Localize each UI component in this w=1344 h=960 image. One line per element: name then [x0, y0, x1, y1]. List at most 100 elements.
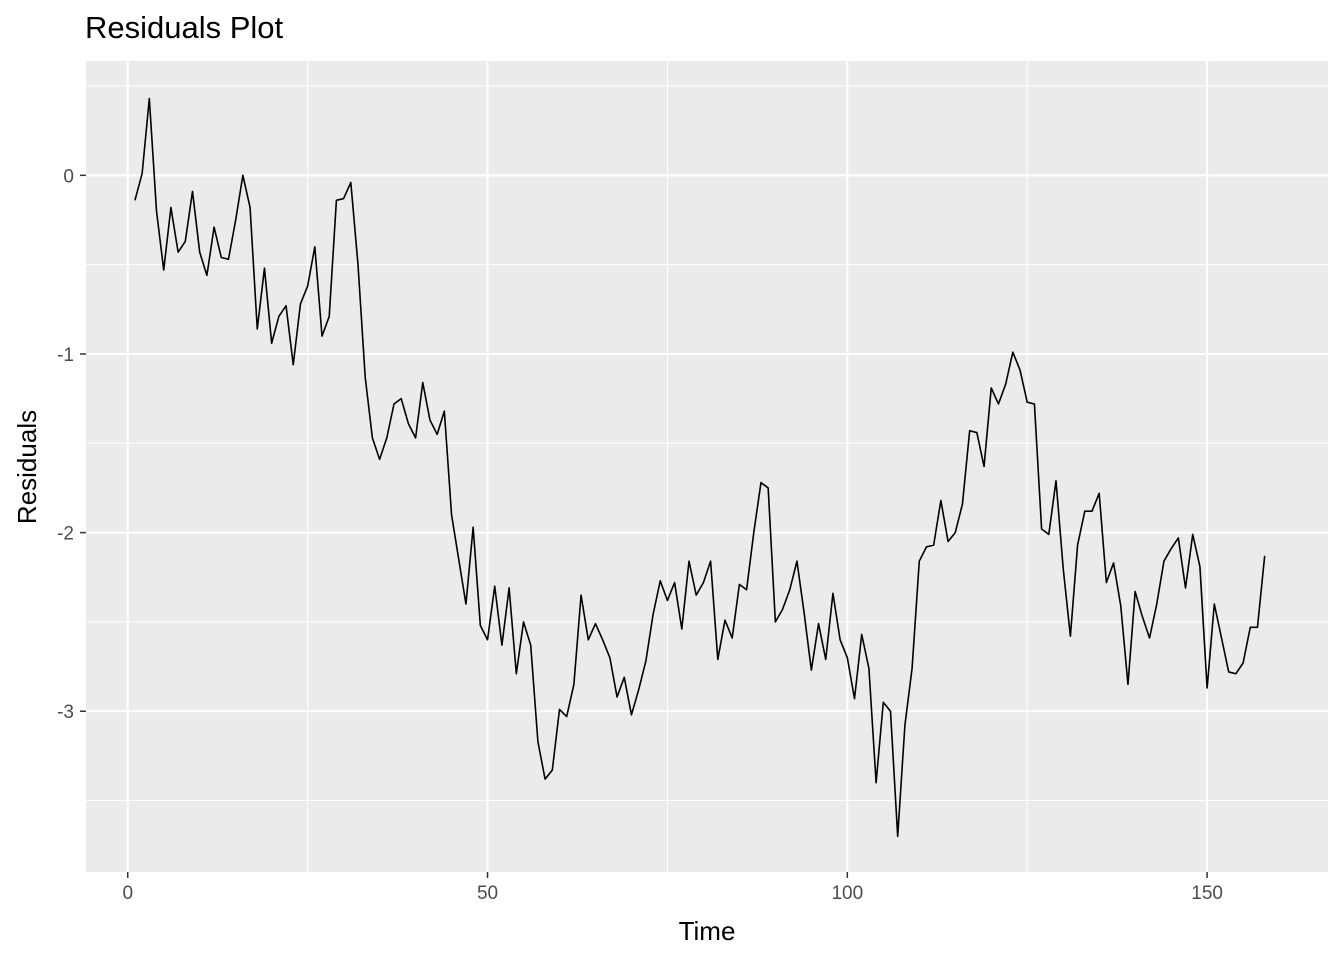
data-point [443, 410, 445, 412]
data-point [746, 589, 748, 591]
y-tick-label: -2 [57, 524, 74, 545]
data-point [451, 514, 453, 516]
data-point [1005, 383, 1007, 385]
data-point [436, 433, 438, 435]
data-point [976, 432, 978, 434]
data-point [1170, 548, 1172, 550]
data-point [666, 599, 668, 601]
x-tick-label: 100 [831, 883, 863, 904]
minor-gridlines [86, 61, 1328, 872]
data-point [422, 382, 424, 384]
data-point [1228, 671, 1230, 673]
data-point [818, 623, 820, 625]
data-point [1249, 626, 1251, 628]
data-point [681, 628, 683, 630]
data-point [1127, 683, 1129, 685]
data-point [940, 499, 942, 501]
data-point [170, 206, 172, 208]
data-point [1235, 673, 1237, 675]
data-point [537, 741, 539, 743]
data-point [328, 315, 330, 317]
data-point [882, 701, 884, 703]
data-point [429, 419, 431, 421]
data-point [875, 782, 877, 784]
data-point [587, 639, 589, 641]
data-point [1041, 528, 1043, 530]
data-point [458, 558, 460, 560]
data-point [551, 769, 553, 771]
data-point [386, 437, 388, 439]
data-point [954, 532, 956, 534]
data-point [630, 714, 632, 716]
data-point [350, 181, 352, 183]
data-point [688, 560, 690, 562]
data-point [925, 546, 927, 548]
data-point [379, 458, 381, 460]
data-point [1206, 687, 1208, 689]
data-point [738, 583, 740, 585]
data-point [933, 544, 935, 546]
data-point [1163, 560, 1165, 562]
y-tick-label: 0 [63, 166, 74, 187]
data-point [861, 633, 863, 635]
data-point [343, 198, 345, 200]
data-point [832, 592, 834, 594]
data-point [1098, 492, 1100, 494]
data-point [515, 673, 517, 675]
data-point [1091, 510, 1093, 512]
y-axis-title: Residuals [12, 410, 42, 524]
data-point [371, 437, 373, 439]
data-point [1113, 562, 1115, 564]
data-point [407, 423, 409, 425]
data-point [1242, 662, 1244, 664]
data-point [1055, 480, 1057, 482]
data-point [256, 328, 258, 330]
x-tick-label: 50 [477, 883, 498, 904]
data-point [889, 710, 891, 712]
data-point [415, 437, 417, 439]
data-point [220, 256, 222, 258]
data-point [523, 621, 525, 623]
data-point [321, 335, 323, 337]
data-point [868, 667, 870, 669]
data-point [191, 190, 193, 192]
data-point [825, 658, 827, 660]
data-point [1264, 555, 1266, 557]
data-point [609, 657, 611, 659]
data-point [990, 387, 992, 389]
data-point [1033, 403, 1035, 405]
data-point [947, 541, 949, 543]
data-point [1141, 616, 1143, 618]
data-point [652, 614, 654, 616]
x-tick-label: 0 [122, 883, 133, 904]
data-point [1012, 351, 1014, 353]
residuals-series-line [134, 97, 1266, 838]
data-point [465, 603, 467, 605]
data-point [695, 594, 697, 596]
data-point [674, 582, 676, 584]
data-point [393, 403, 395, 405]
data-point [141, 173, 143, 175]
plot-panel [86, 61, 1328, 872]
data-point [1213, 603, 1215, 605]
data-point [184, 240, 186, 242]
data-point [494, 585, 496, 587]
data-point [1156, 603, 1158, 605]
data-point [839, 639, 841, 641]
data-point [364, 376, 366, 378]
data-point [1199, 566, 1201, 568]
data-point [263, 267, 265, 269]
x-axis-title: Time [679, 916, 736, 946]
data-point [285, 305, 287, 307]
x-tick-label: 150 [1191, 883, 1223, 904]
data-point [623, 676, 625, 678]
data-point [501, 644, 503, 646]
data-point [235, 219, 237, 221]
data-point [774, 621, 776, 623]
major-gridlines [86, 61, 1328, 872]
data-point [1026, 401, 1028, 403]
data-point [1048, 533, 1050, 535]
data-point [299, 303, 301, 305]
data-point [1192, 533, 1194, 535]
